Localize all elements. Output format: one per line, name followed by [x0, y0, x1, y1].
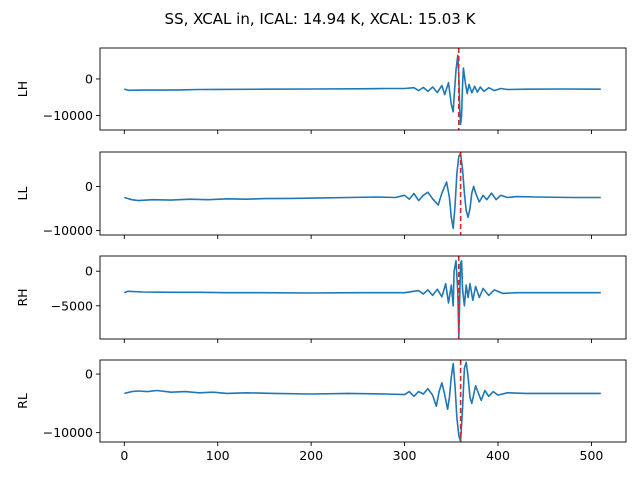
x-tick-label: 0: [120, 448, 128, 463]
y-tick-label: −10000: [43, 425, 93, 440]
axes-frame: [99, 255, 627, 340]
y-tick-label: 0: [85, 264, 93, 279]
series-line: [124, 152, 601, 230]
y-tick-label: −5000: [51, 298, 93, 313]
x-tick-label: 500: [580, 448, 604, 463]
series-line: [124, 361, 601, 442]
subplot-lh: 0 −10000 LH: [15, 47, 627, 134]
subplot-rl: 0 −10000 RL 0 100 200 300 400 500: [15, 359, 627, 463]
y-axis-label: RL: [15, 393, 30, 409]
subplot-ll: 0 −10000 LL: [15, 151, 627, 239]
y-tick-label: 0: [85, 71, 93, 86]
y-axis-label: RH: [15, 288, 30, 306]
x-tick-label: 100: [206, 448, 230, 463]
y-tick-label: −10000: [43, 108, 93, 123]
x-tick-label: 400: [486, 448, 510, 463]
y-axis-label: LL: [15, 187, 30, 201]
y-tick-label: −10000: [43, 223, 93, 238]
axes-frame: [99, 151, 627, 236]
series-line: [124, 54, 601, 126]
subplot-rh: 0 −5000 RH: [15, 255, 627, 343]
x-tick-label: 200: [299, 448, 323, 463]
axes-frame: [99, 47, 627, 131]
x-tick-label: 300: [393, 448, 417, 463]
y-tick-label: 0: [85, 367, 93, 382]
axes-frame: [99, 359, 627, 443]
series-line: [124, 260, 601, 338]
subplot-stack: 0 −10000 LH 0 −10000 LL 0 −5000 RH 0 −10000 RL 0 100 2…: [15, 47, 627, 463]
y-axis-label: LH: [15, 81, 30, 97]
figure-title: SS, XCAL in, ICAL: 14.94 K, XCAL: 15.03 …: [165, 10, 477, 28]
y-tick-label: 0: [85, 179, 93, 194]
